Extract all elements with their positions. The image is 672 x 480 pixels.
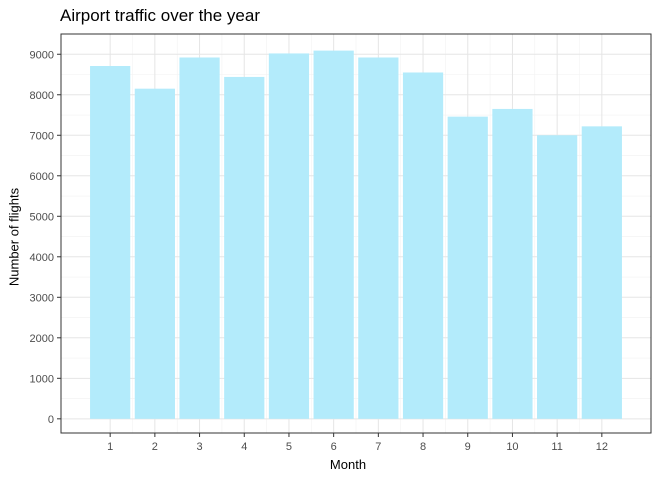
bar — [358, 57, 399, 419]
x-tick-label: 4 — [241, 441, 247, 453]
x-tick-label: 10 — [506, 441, 518, 453]
bar — [90, 66, 131, 419]
x-tick-label: 6 — [331, 441, 337, 453]
y-tick-label: 7000 — [30, 130, 54, 142]
y-tick-label: 0 — [48, 414, 54, 426]
x-tick-label: 9 — [465, 441, 471, 453]
x-tick-label: 7 — [375, 441, 381, 453]
axis-ticks — [57, 53, 603, 437]
bar — [224, 76, 265, 419]
bars — [90, 50, 622, 419]
y-tick-label: 3000 — [30, 292, 54, 304]
y-tick-label: 1000 — [30, 373, 54, 385]
bar — [581, 126, 622, 419]
bar — [537, 135, 578, 419]
bar — [492, 108, 533, 419]
y-tick-label: 5000 — [30, 211, 54, 223]
chart-title: Airport traffic over the year — [60, 6, 260, 25]
panel-border — [60, 33, 652, 434]
y-tick-label: 9000 — [30, 49, 54, 61]
x-axis-label: Month — [329, 457, 367, 472]
y-tick-label: 8000 — [30, 90, 54, 102]
bar — [268, 53, 310, 419]
y-tick-label: 2000 — [30, 333, 54, 345]
bar — [313, 50, 354, 419]
x-tick-label: 3 — [196, 441, 202, 453]
bar — [402, 72, 444, 419]
x-tick-label: 12 — [596, 441, 608, 453]
x-tick-label: 5 — [286, 441, 292, 453]
bar — [134, 88, 175, 419]
x-tick-label: 1 — [107, 441, 113, 453]
x-tick-label: 2 — [152, 441, 158, 453]
y-tick-label: 4000 — [30, 252, 54, 264]
x-tick-label: 11 — [551, 441, 562, 453]
bar — [447, 116, 488, 419]
y-tick-label: 6000 — [30, 171, 54, 183]
x-tick-label: 8 — [420, 441, 426, 453]
bar — [179, 57, 220, 419]
